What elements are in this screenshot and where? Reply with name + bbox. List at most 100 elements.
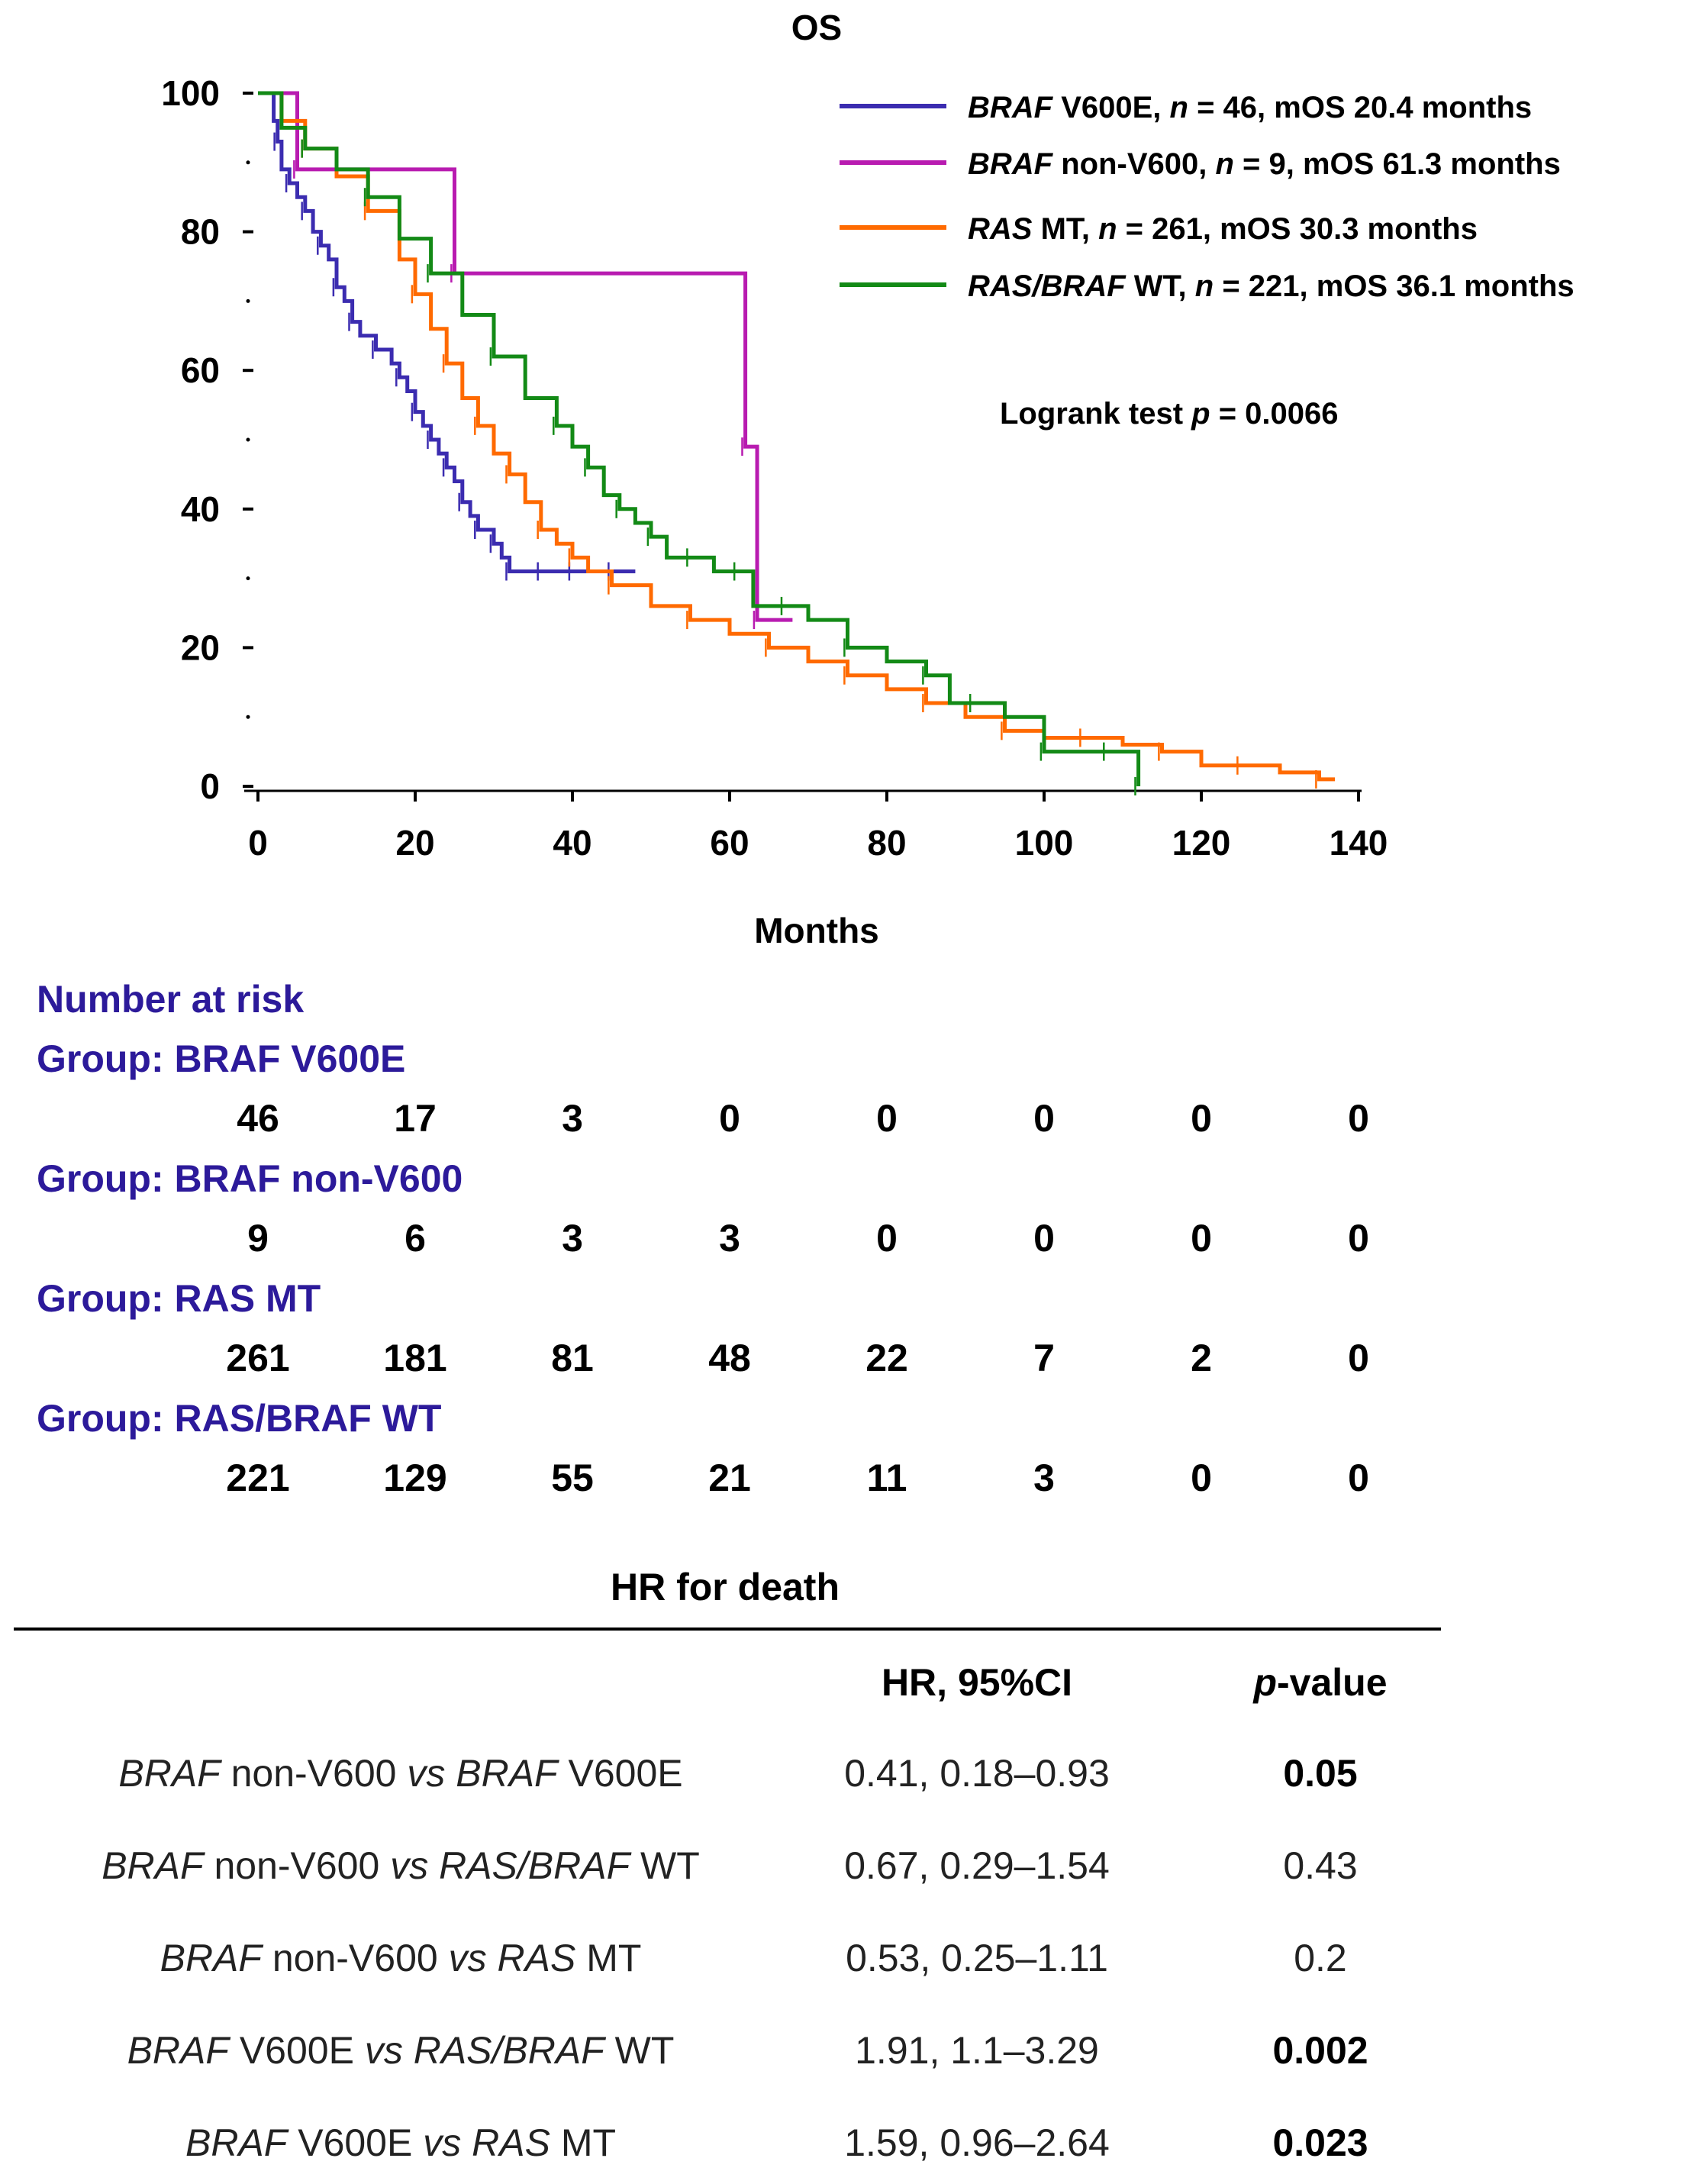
km-chart: OS 0 20 40 60 80 100 120 140 0 20 40 60 80 100 BRAF V… <box>161 8 1575 950</box>
series-line-0 <box>258 91 636 574</box>
y-tick-label: 0 <box>200 766 220 806</box>
legend-label: RAS/BRAF WT, n = 221, mOS 36.1 months <box>968 269 1575 303</box>
hr-p-value: 0.023 <box>1272 2121 1368 2164</box>
hr-value: 0.53, 0.25–1.11 <box>846 1937 1108 1979</box>
hr-comparison: BRAF non-V600 vs BRAF V600E <box>118 1752 683 1795</box>
hr-value: 0.67, 0.29–1.54 <box>844 1844 1110 1887</box>
hr-value: 1.59, 0.96–2.64 <box>844 2121 1110 2164</box>
y-minor-tick <box>246 298 250 303</box>
logrank-annotation: Logrank test p = 0.0066 <box>1000 397 1339 431</box>
y-minor-tick <box>246 576 250 581</box>
risk-group-label: Group: BRAF non-V600 <box>37 1157 463 1200</box>
x-tick-label: 120 <box>1172 823 1231 863</box>
hr-row: BRAF non-V600 vs RAS/BRAF WT 0.67, 0.29–1… <box>0 1844 1689 1897</box>
risk-group-label: Group: BRAF V600E <box>37 1037 406 1080</box>
hr-comparison: BRAF non-V600 vs RAS MT <box>160 1937 642 1979</box>
risk-count: 261 <box>226 1337 290 1379</box>
series-layer <box>258 91 1336 795</box>
chart-title: OS <box>791 8 842 47</box>
risk-group-label: Group: RAS/BRAF WT <box>37 1397 442 1440</box>
risk-count: 21 <box>708 1457 751 1499</box>
risk-count: 3 <box>1033 1457 1055 1499</box>
risk-count: 0 <box>1191 1097 1212 1140</box>
risk-count: 11 <box>866 1457 907 1499</box>
series-line-3 <box>258 91 1141 786</box>
hr-p-value: 0.43 <box>1283 1844 1358 1887</box>
risk-count: 0 <box>1348 1097 1369 1140</box>
risk-row: 221 129 55 21 11 3 0 0 <box>0 1456 1689 1502</box>
hr-value: 1.91, 1.1–3.29 <box>855 2029 1099 2072</box>
hr-header: HR, 95%CI <box>881 1661 1073 1704</box>
risk-group-label: Group: RAS MT <box>37 1277 321 1320</box>
risk-count: 0 <box>1033 1217 1055 1260</box>
hr-p-value: 0.002 <box>1272 2029 1368 2072</box>
x-tick-label: 140 <box>1330 823 1388 863</box>
hr-row: BRAF V600E vs RAS/BRAF WT 1.91, 1.1–3.29 0… <box>0 2028 1689 2082</box>
y-tick-label: 80 <box>181 212 220 252</box>
series-line-2 <box>258 91 1336 782</box>
legend-label: BRAF V600E, n = 46, mOS 20.4 months <box>968 91 1532 124</box>
y-tick-label: 20 <box>181 627 220 667</box>
risk-count: 6 <box>405 1217 426 1260</box>
y-minor-tick <box>246 160 250 165</box>
hr-comparison: BRAF V600E vs RAS MT <box>185 2121 617 2164</box>
y-tick-label: 100 <box>161 73 220 113</box>
y-minor-tick <box>246 715 250 719</box>
risk-count: 81 <box>551 1337 594 1379</box>
hr-comparison: BRAF non-V600 vs RAS/BRAF WT <box>102 1844 700 1887</box>
risk-count: 0 <box>1348 1217 1369 1260</box>
risk-count: 0 <box>1191 1457 1212 1499</box>
y-minor-tick <box>246 437 250 442</box>
x-tick-label: 60 <box>710 823 749 863</box>
risk-count: 0 <box>876 1217 898 1260</box>
risk-count: 0 <box>876 1097 898 1140</box>
risk-count: 22 <box>865 1337 908 1379</box>
hr-row: BRAF non-V600 vs RAS MT 0.53, 0.25–1.11 0.… <box>0 1936 1689 1989</box>
p-value-header: p-value <box>1206 1660 1435 1705</box>
y-tick-label: 40 <box>181 489 220 529</box>
risk-count: 0 <box>1348 1457 1369 1499</box>
hr-table-title: HR for death <box>611 1566 840 1608</box>
risk-count: 0 <box>1033 1097 1055 1140</box>
risk-count: 0 <box>1191 1217 1212 1260</box>
risk-count: 0 <box>1348 1337 1369 1379</box>
p-rest: -value <box>1277 1661 1388 1704</box>
legend-label: BRAF non-V600, n = 9, mOS 61.3 months <box>968 147 1561 181</box>
risk-count: 3 <box>562 1217 583 1260</box>
hr-table-rule <box>14 1628 1441 1631</box>
risk-count: 0 <box>719 1097 740 1140</box>
legend-label: RAS MT, n = 261, mOS 30.3 months <box>968 212 1478 246</box>
x-axis-label: Months <box>754 911 879 950</box>
risk-count: 9 <box>247 1217 269 1260</box>
x-tick-label: 100 <box>1015 823 1074 863</box>
axes: 0 20 40 60 80 100 120 140 0 20 40 60 80 100 <box>161 73 1388 863</box>
hr-p-value: 0.2 <box>1294 1937 1347 1979</box>
risk-count: 46 <box>237 1097 279 1140</box>
hr-value: 0.41, 0.18–0.93 <box>844 1752 1110 1795</box>
risk-count: 48 <box>708 1337 751 1379</box>
risk-count: 181 <box>383 1337 447 1379</box>
hr-row: BRAF V600E vs RAS MT 1.59, 0.96–2.64 0.023 <box>0 2121 1689 2174</box>
x-tick-label: 0 <box>248 823 268 863</box>
risk-count: 3 <box>562 1097 583 1140</box>
risk-row: 9 6 3 3 0 0 0 0 <box>0 1216 1689 1262</box>
x-tick-label: 20 <box>395 823 434 863</box>
risk-count: 129 <box>383 1457 447 1499</box>
risk-count: 17 <box>394 1097 437 1140</box>
risk-count: 2 <box>1191 1337 1212 1379</box>
hr-p-value: 0.05 <box>1283 1752 1358 1795</box>
x-tick-label: 40 <box>553 823 591 863</box>
legend: BRAF V600E, n = 46, mOS 20.4 months BRAF … <box>840 91 1575 303</box>
risk-count: 221 <box>226 1457 290 1499</box>
p-italic: p <box>1253 1661 1278 1704</box>
risk-row: 46 17 3 0 0 0 0 0 <box>0 1096 1689 1142</box>
hr-comparison: BRAF V600E vs RAS/BRAF WT <box>127 2029 675 2072</box>
y-tick-label: 60 <box>181 350 220 390</box>
x-tick-label: 80 <box>867 823 906 863</box>
risk-count: 55 <box>551 1457 594 1499</box>
risk-count: 3 <box>719 1217 740 1260</box>
risk-table-title: Number at risk <box>37 978 305 1021</box>
risk-row: 261 181 81 48 22 7 2 0 <box>0 1336 1689 1382</box>
hr-row: BRAF non-V600 vs BRAF V600E 0.41, 0.18–0.… <box>0 1751 1689 1805</box>
risk-count: 7 <box>1033 1337 1055 1379</box>
